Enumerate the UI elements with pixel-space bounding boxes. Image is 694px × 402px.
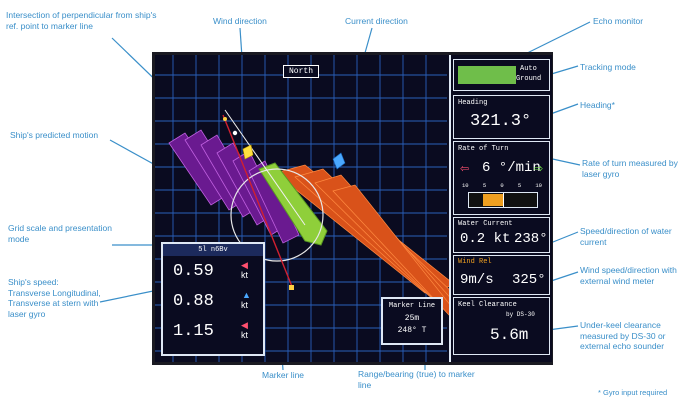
callout-current-direction: Current direction — [345, 16, 408, 26]
callout-speed-current: Speed/direction of water current — [580, 226, 672, 247]
keel-title: Keel Clearance — [458, 301, 517, 309]
rot-bar-center — [503, 193, 504, 207]
callout-wind-speed: Wind speed/direction with external wind … — [580, 265, 677, 286]
marker-endpoint-bottom — [289, 285, 294, 290]
speed-longitudinal-unit: kt — [241, 300, 249, 310]
rot-left-arrow: ⇦ — [460, 163, 470, 175]
callout-predicted-motion: Ship's predicted motion — [10, 130, 99, 140]
speed-panel: 5l n6Bv 0.59 kt ◀ 0.88 kt ▲ 1.15 kt ◀ — [161, 242, 265, 356]
wind-direction: 325° — [512, 272, 546, 288]
tracking-mode-label-2: Ground — [516, 75, 542, 83]
wind-box: Wind Rel 9m/s 325° — [453, 255, 550, 295]
callout-intersection: Intersection of perpendicular from ship'… — [6, 10, 157, 31]
rot-scale-tick-5: 10 — [535, 182, 542, 189]
marker-range-value: 25m — [404, 314, 420, 323]
marker-info-box: Marker Line 25m 248° T — [381, 297, 443, 345]
rot-title: Rate of Turn — [458, 145, 509, 153]
wind-title: Wind Rel — [458, 258, 492, 266]
speed-transverse-value: 0.59 — [173, 262, 214, 281]
callout-ship-speed: Ship's speed: Transverse Longitudinal, T… — [8, 277, 101, 319]
callout-underkeel: Under-keel clearance measured by DS-30 o… — [580, 320, 666, 351]
echo-tracking-box: Auto Ground — [453, 59, 550, 91]
callout-marker-line: Marker line — [262, 370, 305, 380]
marker-bearing-value: 248° T — [397, 326, 427, 335]
tracking-mode-label-1: Auto — [520, 65, 537, 73]
heading-title: Heading — [458, 99, 488, 107]
rot-bar-track — [468, 192, 538, 208]
callout-grid-scale: Grid scale and presentation mode — [8, 223, 112, 244]
rot-scale-tick-1: 10 — [462, 182, 469, 189]
keel-clearance-box: Keel Clearance by DS-30 5.6m — [453, 297, 550, 355]
current-wake — [274, 164, 456, 316]
rot-scale-tick-3: 0 — [500, 182, 504, 189]
echo-monitor-bar — [458, 66, 516, 84]
wind-speed: 9m/s — [460, 272, 494, 288]
speed-transverse-arrow: ◀ — [241, 260, 248, 270]
rot-scale: 10 5 0 5 10 — [462, 182, 542, 189]
right-panel: Auto Ground Heading 321.3° Rate of Turn … — [449, 55, 552, 362]
rot-value: 6 °/min — [482, 160, 541, 176]
intersection-point — [232, 130, 238, 136]
current-title: Water Current — [458, 220, 513, 228]
callout-gyro-note: * Gyro input required — [598, 388, 668, 397]
callout-tracking-mode: Tracking mode — [580, 62, 636, 72]
keel-source: by DS-30 — [506, 311, 535, 318]
heading-box: Heading 321.3° — [453, 95, 550, 139]
rate-of-turn-box: Rate of Turn ⇦ 6 °/min ⇨ 10 5 0 5 10 — [453, 141, 550, 215]
keel-value: 5.6m — [490, 326, 529, 344]
wind-direction-arrow — [242, 144, 254, 160]
marker-info-title: Marker Line — [388, 302, 436, 310]
rot-right-arrow: ⇨ — [534, 163, 544, 175]
heading-line — [224, 109, 306, 226]
current-direction-arrow — [332, 152, 346, 170]
rot-scale-tick-2: 5 — [482, 182, 487, 189]
current-direction: 238° — [514, 231, 548, 247]
speed-stern-value: 1.15 — [173, 322, 214, 341]
water-current-box: Water Current 0.2 kt 238° — [453, 217, 550, 253]
callout-range-bearing: Range/bearing (true) to marker line — [358, 369, 475, 390]
speed-longitudinal-arrow: ▲ — [242, 290, 251, 300]
callout-rate-of-turn: Rate of turn measured by laser gyro — [582, 158, 678, 179]
marker-endpoint-top — [223, 117, 227, 121]
speed-stern-unit: kt — [241, 330, 249, 340]
monitor-screen: North 5l n6Bv 0.59 kt ◀ 0.88 kt ▲ 1.15 k… — [152, 52, 553, 365]
marker-line — [222, 114, 294, 290]
grid-scale-label: 5l n6Bv — [163, 244, 263, 256]
speed-transverse-unit: kt — [241, 270, 249, 280]
rot-bar-fill — [483, 194, 503, 206]
current-speed: 0.2 kt — [460, 231, 511, 247]
callout-echo-monitor: Echo monitor — [593, 16, 644, 26]
heading-value: 321.3° — [470, 112, 532, 131]
speed-longitudinal-value: 0.88 — [173, 292, 214, 311]
callout-wind-direction: Wind direction — [213, 16, 267, 26]
speed-stern-arrow: ◀ — [241, 320, 248, 330]
presentation-mode-badge: North — [283, 65, 320, 78]
rot-scale-tick-4: 5 — [517, 182, 522, 189]
range-circle — [230, 168, 324, 262]
callout-heading: Heading* — [580, 100, 615, 110]
